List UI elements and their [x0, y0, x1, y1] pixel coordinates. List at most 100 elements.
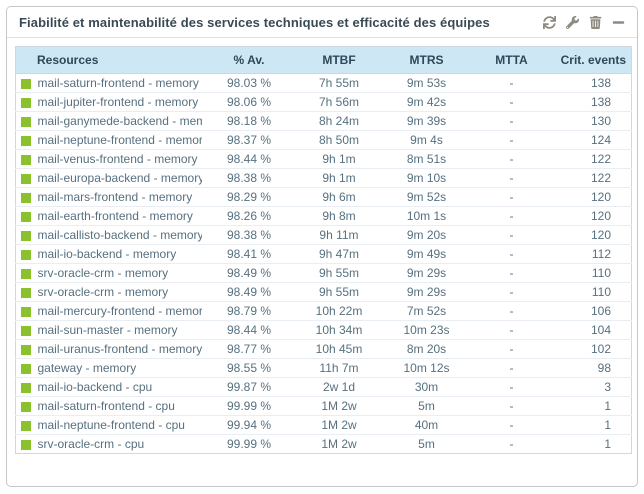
- dashboard-widget: Fiabilité et maintenabilité des services…: [6, 6, 638, 487]
- table-row: srv-oracle-crm - memory 98.49 % 9h 55m 9m 2…: [15, 263, 632, 283]
- availability-value: 98.55 %: [201, 358, 297, 378]
- status-cell: [15, 111, 38, 131]
- mtta-value: -: [471, 415, 552, 435]
- column-header-crit-events[interactable]: Crit. events: [551, 46, 632, 74]
- mtta-value: -: [471, 301, 552, 321]
- status-ok-icon: [21, 78, 31, 89]
- resource-name: mail-neptune-frontend - cpu: [37, 415, 202, 435]
- mtbf-value: 9h 8m: [296, 206, 382, 226]
- widget-titlebar: Fiabilité et maintenabilité des services…: [7, 7, 637, 38]
- column-header-resources[interactable]: Resources: [15, 46, 202, 74]
- status-cell: [15, 73, 38, 93]
- mtrs-value: 40m: [381, 415, 472, 435]
- resource-name: mail-io-backend - memory: [37, 244, 202, 264]
- mtbf-value: 9h 1m: [296, 149, 382, 169]
- crit-events-value: 130: [551, 111, 632, 131]
- crit-events-value: 1: [551, 415, 632, 435]
- column-header-mtta[interactable]: MTTA: [471, 46, 552, 74]
- availability-value: 98.44 %: [201, 149, 297, 169]
- availability-value: 98.49 %: [201, 263, 297, 283]
- column-header-mtbf[interactable]: MTBF: [296, 46, 382, 74]
- table-row: gateway - memory 98.55 % 11h 7m 10m 12s -98: [15, 358, 632, 378]
- mtrs-value: 9m 20s: [381, 225, 472, 245]
- status-ok-icon: [21, 344, 31, 355]
- mtta-value: -: [471, 73, 552, 93]
- status-cell: [15, 92, 38, 112]
- status-cell: [15, 244, 38, 264]
- reliability-table: Resources % Av. MTBF MTRS MTTA Crit. eve…: [15, 46, 632, 454]
- resource-name: mail-io-backend - cpu: [37, 377, 202, 397]
- crit-events-value: 110: [551, 263, 632, 283]
- availability-value: 98.37 %: [201, 130, 297, 150]
- widget-body: Resources % Av. MTBF MTRS MTTA Crit. eve…: [7, 38, 637, 462]
- availability-value: 99.99 %: [226, 437, 272, 451]
- wrench-icon[interactable]: [566, 15, 579, 29]
- table-row: mail-saturn-frontend - cpu 99.99 % 1M 2w 5m…: [15, 396, 632, 416]
- availability-value: 98.03 %: [201, 73, 297, 93]
- mtbf-value: 7h 55m: [296, 73, 382, 93]
- status-cell: [15, 130, 38, 150]
- status-cell: [15, 168, 38, 188]
- status-ok-icon: [21, 97, 31, 108]
- status-ok-icon: [21, 287, 31, 298]
- availability-value: 98.29 %: [201, 187, 297, 207]
- resource-name: mail-saturn-frontend - cpu: [37, 396, 202, 416]
- crit-events-value: 112: [551, 244, 632, 264]
- mtrs-value: 5m: [418, 437, 435, 451]
- status-ok-icon: [21, 439, 31, 450]
- crit-events-value: 106: [551, 301, 632, 321]
- mtta-value: -: [471, 339, 552, 359]
- mtta-value: -: [471, 130, 552, 150]
- mtrs-value: 8m 51s: [381, 149, 472, 169]
- mtrs-value: 9m 4s: [381, 130, 472, 150]
- mtta-value: -: [471, 111, 552, 131]
- table-row: mail-mars-frontend - memory 98.29 % 9h 6m 9…: [15, 187, 632, 207]
- mtbf-value: 9h 55m: [296, 263, 382, 283]
- mtta-value: -: [471, 358, 552, 378]
- column-header-availability[interactable]: % Av.: [201, 46, 297, 74]
- mtta-value: -: [471, 320, 552, 340]
- status-cell: [15, 187, 38, 207]
- mtbf-value: 10h 45m: [296, 339, 382, 359]
- crit-events-value: 1: [551, 396, 632, 416]
- resource-name: mail-venus-frontend - memory: [37, 149, 202, 169]
- availability-value: 99.99 %: [201, 396, 297, 416]
- crit-events-value: 124: [551, 130, 632, 150]
- crit-events-value: 98: [551, 358, 632, 378]
- availability-value: 99.94 %: [201, 415, 297, 435]
- availability-value: 98.06 %: [201, 92, 297, 112]
- minus-icon[interactable]: [612, 16, 625, 29]
- resource-name: mail-saturn-frontend - memory: [37, 73, 202, 93]
- mtbf-value: 10h 34m: [296, 320, 382, 340]
- status-ok-icon: [21, 154, 31, 165]
- mtta-value: -: [471, 377, 552, 397]
- status-cell: [15, 339, 38, 359]
- availability-value: 98.41 %: [201, 244, 297, 264]
- table-row: mail-io-backend - memory 98.41 % 9h 47m 9m …: [15, 244, 632, 264]
- mtta-value: -: [471, 244, 552, 264]
- status-ok-icon: [21, 173, 31, 184]
- column-header-mtrs[interactable]: MTRS: [381, 46, 472, 74]
- mtbf-value: 8h 50m: [296, 130, 382, 150]
- mtbf-value: 9h 47m: [296, 244, 382, 264]
- refresh-icon[interactable]: [543, 15, 556, 29]
- status-cell: [15, 225, 38, 245]
- mtrs-value: 10m 1s: [381, 206, 472, 226]
- table-row: mail-venus-frontend - memory 98.44 % 9h 1m…: [15, 149, 632, 169]
- mtbf-value: 1M 2w: [321, 437, 357, 451]
- status-cell: [15, 301, 38, 321]
- mtrs-value: 9m 49s: [381, 244, 472, 264]
- table-header-row: Resources % Av. MTBF MTRS MTTA Crit. eve…: [15, 46, 632, 74]
- crit-events-value: 102: [551, 339, 632, 359]
- status-ok-icon: [21, 420, 31, 431]
- mtrs-value: 9m 29s: [381, 263, 472, 283]
- status-cell: [15, 358, 38, 378]
- mtta-value: -: [471, 225, 552, 245]
- mtta-value: -: [471, 168, 552, 188]
- resource-name: mail-callisto-backend - memory: [37, 225, 202, 245]
- mtrs-value: 8m 20s: [381, 339, 472, 359]
- trash-icon[interactable]: [589, 15, 602, 29]
- availability-value: 99.87 %: [201, 377, 297, 397]
- table-row: mail-earth-frontend - memory 98.26 % 9h 8m…: [15, 206, 632, 226]
